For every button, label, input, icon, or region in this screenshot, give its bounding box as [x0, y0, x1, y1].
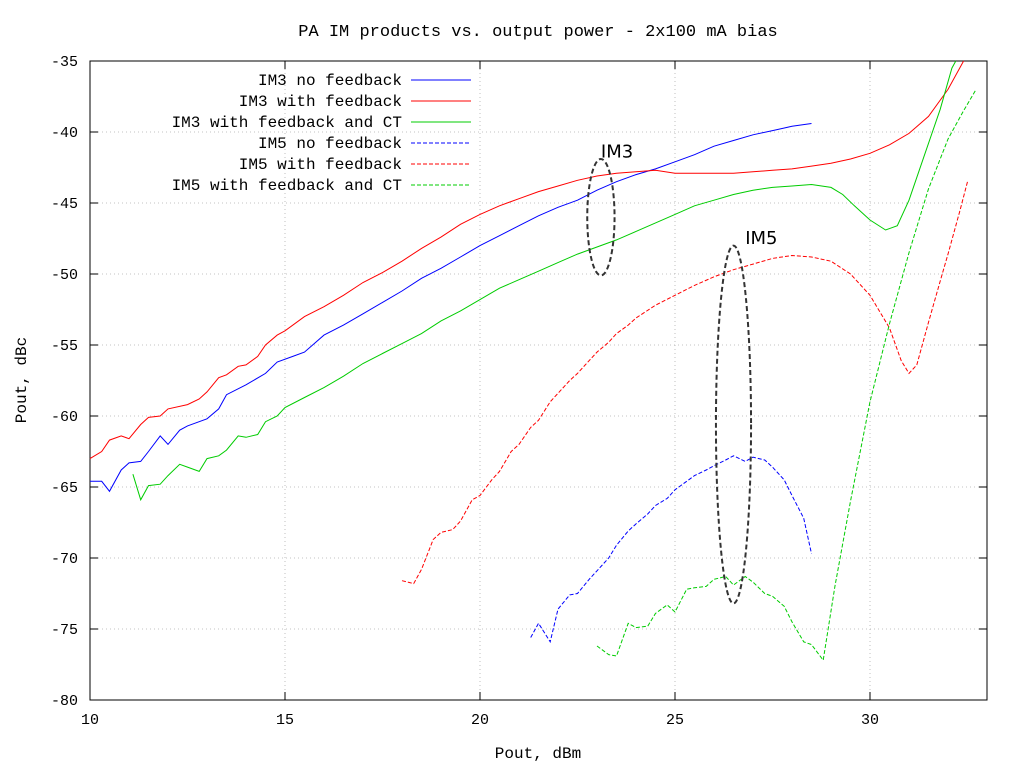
y-tick-label: -80: [51, 693, 78, 710]
legend-entry-label: IM5 no feedback: [258, 135, 402, 153]
annotation-label: IM3: [601, 142, 633, 163]
x-tick-label: 20: [471, 712, 489, 729]
series-group: [89, 60, 976, 662]
y-tick-label: -35: [51, 54, 78, 71]
y-tick-label: -70: [51, 551, 78, 568]
series-line-2: [89, 60, 965, 460]
x-tick-label: 10: [81, 712, 99, 729]
series-line-1: [90, 123, 812, 493]
x-tick-label: 25: [666, 712, 684, 729]
y-tick-label: -55: [51, 338, 78, 355]
y-tick-label: -50: [51, 267, 78, 284]
legend: IM3 no feedback IM3 with feedback IM3 with…: [172, 72, 471, 195]
legend-entry-label: IM5 with feedback and CT: [172, 177, 402, 195]
y-tick-label: -75: [51, 622, 78, 639]
series-line-4: [530, 455, 812, 644]
x-tick-label: 15: [276, 712, 294, 729]
axis-ticks: 10 15 20 25 30 -80 -75 -70 -65 -60 -55 -50 -45 -40 -35: [51, 54, 987, 729]
y-tick-label: -60: [51, 409, 78, 426]
legend-entry-label: IM3 no feedback: [258, 72, 402, 90]
y-tick-label: -45: [51, 196, 78, 213]
series-line-5: [401, 181, 968, 585]
y-tick-label: -65: [51, 480, 78, 497]
x-tick-label: 30: [861, 712, 879, 729]
x-axis-label: Pout, dBm: [495, 745, 581, 763]
series-line-6: [596, 90, 976, 662]
annotation-ellipse: [714, 244, 753, 605]
annotation-label: IM5: [745, 228, 777, 249]
y-axis-label: Pout, dBc: [13, 337, 31, 423]
series-line-3: [132, 60, 957, 502]
annotations: IM3 IM5: [586, 142, 777, 605]
plot-frame: [89, 60, 988, 701]
legend-entry-label: IM5 with feedback: [239, 156, 402, 174]
legend-entry-label: IM3 with feedback and CT: [172, 114, 402, 132]
y-tick-label: -40: [51, 125, 78, 142]
legend-entry-label: IM3 with feedback: [239, 93, 402, 111]
grid: [90, 61, 987, 700]
annotation-ellipse: [586, 157, 616, 277]
chart-title: PA IM products vs. output power - 2x100 …: [298, 23, 777, 42]
